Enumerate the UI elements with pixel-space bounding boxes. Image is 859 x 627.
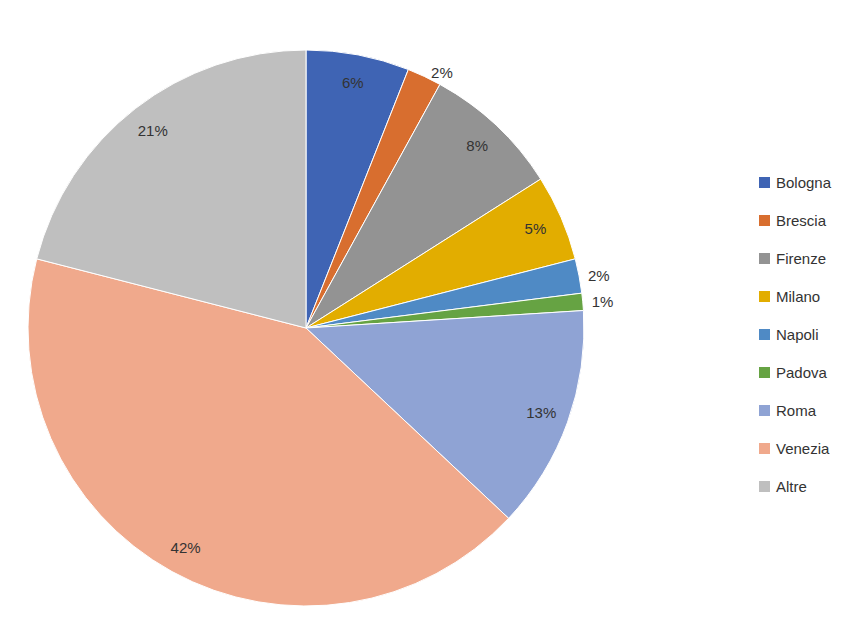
svg-text:Venezia: Venezia: [776, 440, 830, 457]
svg-text:6%: 6%: [342, 74, 364, 91]
svg-text:Roma: Roma: [776, 402, 817, 419]
svg-text:1%: 1%: [592, 293, 614, 310]
svg-text:2%: 2%: [588, 267, 610, 284]
svg-text:Firenze: Firenze: [776, 250, 826, 267]
svg-text:Altre: Altre: [776, 478, 807, 495]
svg-text:Padova: Padova: [776, 364, 828, 381]
svg-text:21%: 21%: [138, 122, 168, 139]
svg-text:Milano: Milano: [776, 288, 820, 305]
svg-text:Napoli: Napoli: [776, 326, 819, 343]
svg-text:13%: 13%: [526, 404, 556, 421]
svg-text:Brescia: Brescia: [776, 212, 827, 229]
svg-text:2%: 2%: [431, 64, 453, 81]
svg-text:Bologna: Bologna: [776, 174, 832, 191]
svg-text:5%: 5%: [525, 220, 547, 237]
svg-text:42%: 42%: [171, 539, 201, 556]
svg-text:8%: 8%: [466, 137, 488, 154]
